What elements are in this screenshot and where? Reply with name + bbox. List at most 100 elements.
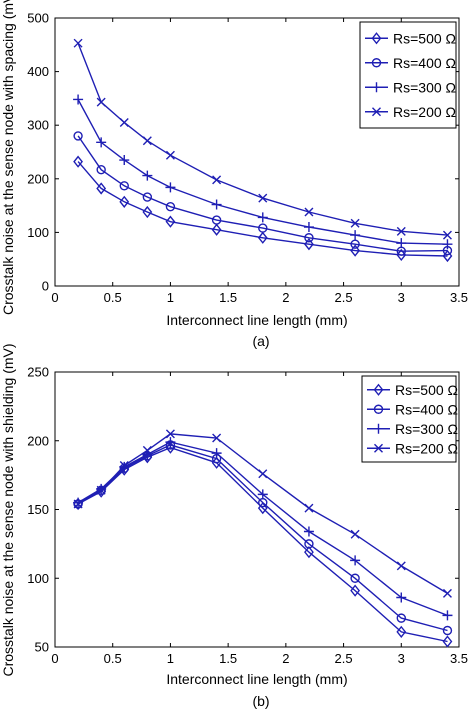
x-tick-label: 2 [282,290,289,305]
x-axis-label: Interconnect line length (mm) [166,671,347,687]
data-point [303,526,314,537]
data-point [442,588,452,598]
data-point [257,489,268,500]
legend-label: Rs=500 Ω [395,382,458,398]
data-point [396,613,406,623]
x-tick-label: 2 [282,651,289,666]
y-tick-label: 150 [27,502,49,517]
data-point [119,461,129,470]
y-tick-label: 200 [27,433,49,448]
x-tick-label: 1 [167,651,174,666]
data-point [396,226,406,236]
legend-label: Rs=500 Ω [393,30,456,46]
data-point [442,239,453,250]
caption-b: (b) [252,693,269,709]
legend-label: Rs=300 Ω [395,421,458,437]
series-rs-300 [73,94,453,250]
legend-marker [371,58,382,68]
data-point [211,215,222,225]
data-point [142,136,152,146]
legend: Rs=500 Ω Rs=400 Ω Rs=300 Ω Rs=200 Ω [361,375,458,463]
data-point [304,503,314,513]
legend-item: Rs=500 Ω [365,30,456,46]
series-group [73,38,453,263]
legend-label: Rs=200 Ω [393,104,456,120]
x-tick-label: 3.5 [450,290,468,305]
data-point [119,461,130,472]
data-point [350,573,360,583]
x-tick-label: 0.5 [104,651,122,666]
data-point [165,182,176,193]
data-point [442,635,453,648]
y-axis-ticks: 0 100 200 300 400 500 [27,11,459,294]
data-point [350,244,361,257]
series-line [77,135,448,252]
data-point [257,231,268,244]
series-group [73,429,453,648]
legend-marker [373,423,384,434]
caption-a: (a) [252,333,269,349]
legend-marker [373,404,384,414]
data-point [350,529,360,539]
chart-a: 0 0.5 1 1.5 2 2.5 3 3.5 0 100 200 300 400 500 Rs=500… [0,0,468,349]
y-tick-label: 500 [27,11,49,26]
y-tick-label: 100 [27,571,49,586]
data-point [304,539,314,549]
x-tick-label: 1.5 [219,290,237,305]
data-point [96,164,106,175]
legend-label: Rs=200 Ω [395,440,458,456]
y-tick-label: 300 [27,118,49,133]
data-point [73,131,83,141]
x-tick-label: 1 [167,290,174,305]
x-axis-label: Interconnect line length (mm) [166,312,347,328]
legend-item: Rs=200 Ω [365,104,456,120]
series-line [77,444,448,632]
data-point [73,94,84,105]
legend-marker [371,82,382,93]
data-point [442,610,453,621]
series-rs-400 [73,131,453,256]
data-point [257,212,268,223]
data-point [73,38,83,48]
series-rs-200 [73,38,452,240]
data-point [211,223,222,236]
data-point [142,445,152,455]
data-point [211,448,222,459]
x-tick-label: 0.5 [104,290,122,305]
data-point [96,182,107,195]
legend-marker [371,32,382,45]
series-line [77,161,448,257]
legend-label: Rs=300 Ω [393,79,456,95]
y-axis-ticks: 50 100 150 200 250 [27,365,459,655]
y-tick-label: 50 [35,640,49,655]
data-point [350,230,361,241]
data-point [119,118,129,128]
x-axis-ticks: 0 0.5 1 1.5 2 2.5 3 3.5 [51,372,468,666]
data-point [258,223,268,233]
data-point [119,181,129,191]
legend-item: Rs=300 Ω [367,421,458,437]
data-point [165,437,176,448]
data-point [165,201,176,212]
data-point [350,555,361,566]
x-tick-label: 2.5 [335,290,353,305]
data-point [258,193,268,203]
legend-marker [373,383,384,396]
data-point [350,218,360,228]
x-tick-label: 1.5 [219,651,237,666]
y-tick-label: 100 [27,225,49,240]
y-tick-label: 400 [27,64,49,79]
legend-label: Rs=400 Ω [395,401,458,417]
legend-marker [374,443,383,453]
data-point [96,97,106,107]
y-tick-label: 0 [42,279,49,294]
y-axis-label: Crosstalk noise at the sense node with s… [0,0,16,315]
x-tick-label: 0 [51,290,58,305]
legend-item: Rs=300 Ω [365,79,456,95]
data-point [73,499,83,509]
data-point [442,230,452,240]
legend-label: Rs=400 Ω [393,55,456,71]
data-point [211,199,222,210]
data-point [396,238,407,249]
